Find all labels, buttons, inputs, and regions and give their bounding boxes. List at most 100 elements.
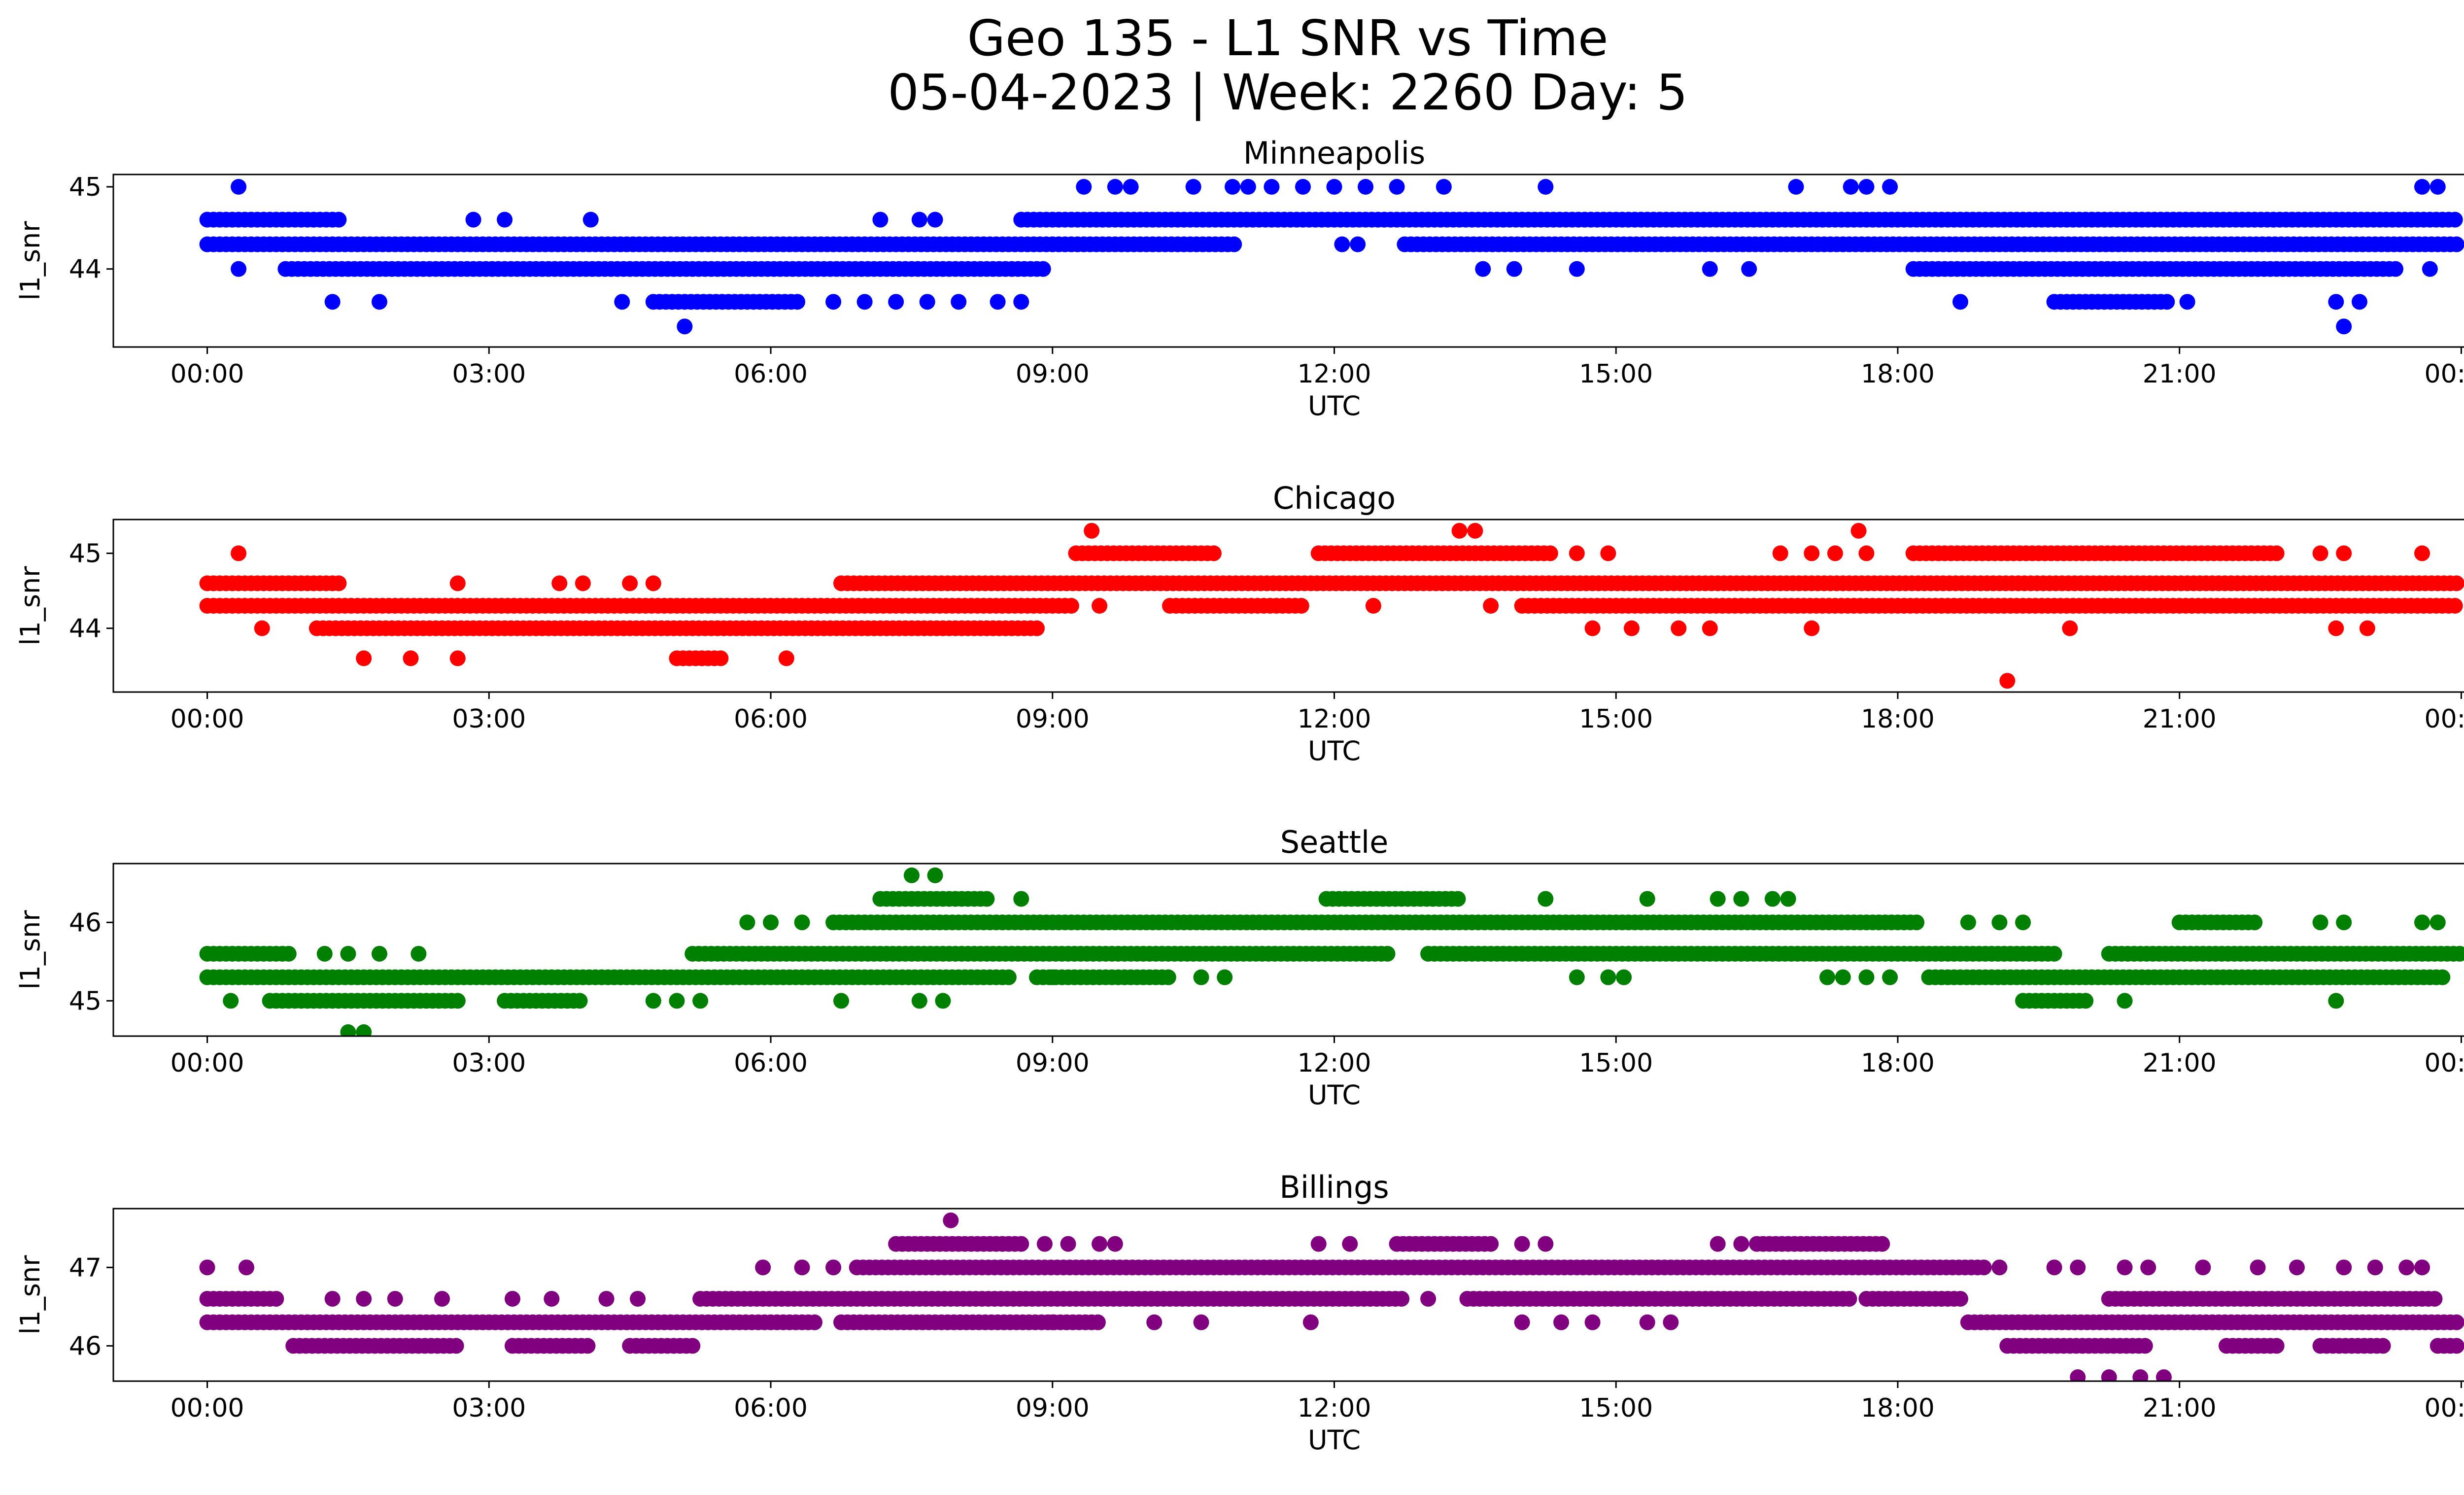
x-tick-label: 09:00	[1016, 1393, 1090, 1423]
data-point	[1193, 1314, 1209, 1330]
data-point	[497, 211, 513, 228]
data-point	[2159, 294, 2175, 310]
x-tick-label: 12:00	[1298, 1048, 1371, 1078]
data-point	[1960, 914, 1976, 931]
data-point	[1733, 1236, 1749, 1252]
figure-title-line-2: 05-04-2023 | Week: 2260 Day: 5	[888, 64, 1687, 121]
snr-band-seattle-0	[199, 945, 2464, 962]
data-point	[1334, 236, 1350, 252]
data-point	[1702, 620, 1718, 636]
data-point	[1991, 914, 2008, 931]
data-point	[2268, 545, 2285, 561]
data-point	[2268, 1338, 2285, 1354]
data-point	[340, 945, 356, 962]
data-point	[614, 294, 630, 310]
y-axis-label: l1_snr	[15, 910, 46, 990]
x-tick-label: 12:00	[1298, 1393, 1371, 1423]
x-tick-label: 00:00	[2424, 359, 2464, 389]
snr-band-billings-4	[888, 1236, 1890, 1252]
data-point	[324, 1290, 341, 1307]
data-point	[280, 945, 297, 962]
x-tick-label: 00:00	[171, 1393, 244, 1423]
x-tick-label: 06:00	[734, 704, 808, 734]
data-point	[2070, 1369, 2086, 1381]
data-point	[331, 575, 347, 591]
data-point	[2398, 1259, 2415, 1276]
data-point	[763, 914, 779, 931]
data-point	[434, 1290, 450, 1307]
data-point	[1240, 179, 1256, 195]
data-point	[1302, 1314, 1319, 1330]
snr-band-chicago-0	[199, 575, 2464, 591]
subplot-panels: Minneapolis 00:00 03:00 06:00 09:00 12:00 15:0…	[15, 135, 2464, 1456]
x-tick-label: 21:00	[2143, 704, 2217, 734]
data-point	[2328, 294, 2344, 310]
data-point	[2447, 598, 2463, 614]
data-point	[448, 1338, 464, 1354]
data-point	[1710, 891, 1726, 907]
data-point	[1514, 1314, 1530, 1330]
data-point	[1060, 1236, 1076, 1252]
y-tick-label: 45	[69, 986, 102, 1016]
data-point	[231, 261, 247, 277]
data-point	[1733, 891, 1749, 907]
data-point	[833, 993, 849, 1009]
data-point	[1379, 945, 1396, 962]
data-point	[356, 1024, 372, 1036]
data-point	[645, 575, 661, 591]
data-point	[1226, 236, 1242, 252]
data-point	[1036, 1236, 1053, 1252]
data-point	[1350, 236, 1366, 252]
subplot-chicago: Chicago 00:00 03:00 06:00 09:00 12:00 15:00 18:…	[15, 480, 2464, 766]
data-point	[1584, 620, 1601, 636]
data-point	[1819, 969, 1836, 985]
x-tick-label: 09:00	[1016, 1048, 1090, 1078]
data-point	[1107, 1236, 1123, 1252]
data-point	[551, 575, 568, 591]
data-point	[356, 1290, 372, 1307]
data-point	[1000, 969, 1017, 985]
snr-band-seattle-1	[199, 969, 2451, 985]
data-point	[872, 211, 889, 228]
data-point	[1835, 969, 1851, 985]
data-point	[2414, 545, 2430, 561]
data-point	[2070, 1259, 2086, 1276]
series-chicago	[199, 522, 2464, 689]
data-point	[2414, 914, 2430, 931]
x-tick-label: 00:00	[171, 359, 244, 389]
x-tick-label: 03:00	[452, 1393, 526, 1423]
x-tick-label: 12:00	[1298, 359, 1371, 389]
data-point	[794, 1259, 810, 1276]
data-point	[1827, 545, 1843, 561]
data-point	[1952, 294, 1969, 310]
data-point	[1193, 969, 1209, 985]
data-point	[2179, 294, 2195, 310]
data-point	[1569, 969, 1585, 985]
x-tick-label: 18:00	[1861, 704, 1935, 734]
x-tick-label: 18:00	[1861, 1393, 1935, 1423]
data-point	[2367, 1259, 2383, 1276]
y-tick-label: 45	[69, 173, 102, 202]
data-point	[1506, 261, 1522, 277]
subplot-minneapolis: Minneapolis 00:00 03:00 06:00 09:00 12:00 15:0…	[15, 135, 2464, 421]
data-point	[1295, 179, 1311, 195]
data-point	[2195, 1259, 2211, 1276]
snr-band-chicago-2	[308, 620, 1045, 636]
data-point	[582, 211, 599, 228]
data-point	[1538, 179, 1554, 195]
data-point	[713, 650, 729, 666]
data-point	[1514, 1236, 1530, 1252]
data-point	[1342, 1236, 1358, 1252]
data-point	[1293, 598, 1309, 614]
data-point	[2336, 545, 2352, 561]
data-point	[1639, 891, 1655, 907]
data-point	[1084, 522, 1100, 539]
x-tick-label: 00:00	[2424, 1048, 2464, 1078]
data-point	[1264, 179, 1280, 195]
data-point	[2078, 993, 2094, 1009]
data-point	[331, 211, 347, 228]
data-point	[2447, 211, 2463, 228]
data-point	[806, 1314, 822, 1330]
data-point	[645, 993, 661, 1009]
y-axis-label: l1_snr	[15, 221, 46, 301]
